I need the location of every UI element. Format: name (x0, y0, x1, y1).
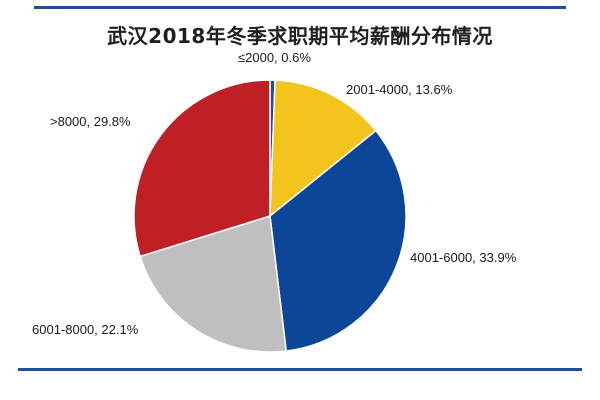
pie-slice-2001-4000 (269, 79, 377, 218)
bottom-rule (18, 368, 582, 371)
chart-title: 武汉2018年冬季求职期平均薪酬分布情况 (107, 24, 493, 48)
slice-label: ≤2000, 0.6% (238, 50, 311, 65)
title-rule (34, 6, 566, 9)
slice-label: 6001-8000, 22.1% (32, 322, 139, 337)
slice-label: 2001-4000, 13.6% (346, 82, 453, 97)
pie-slice-4001-6000 (269, 129, 407, 352)
pie-slice-6001-8000 (139, 215, 288, 353)
pie-slices (133, 79, 407, 353)
slice-label: >8000, 29.8% (50, 114, 131, 129)
pie-slice-8000 (133, 79, 271, 258)
slice-label: 4001-6000, 33.9% (410, 250, 517, 265)
slice-labels: ≤2000, 0.6% 2001-4000, 13.6% 4001-6000, 33… (32, 50, 517, 337)
